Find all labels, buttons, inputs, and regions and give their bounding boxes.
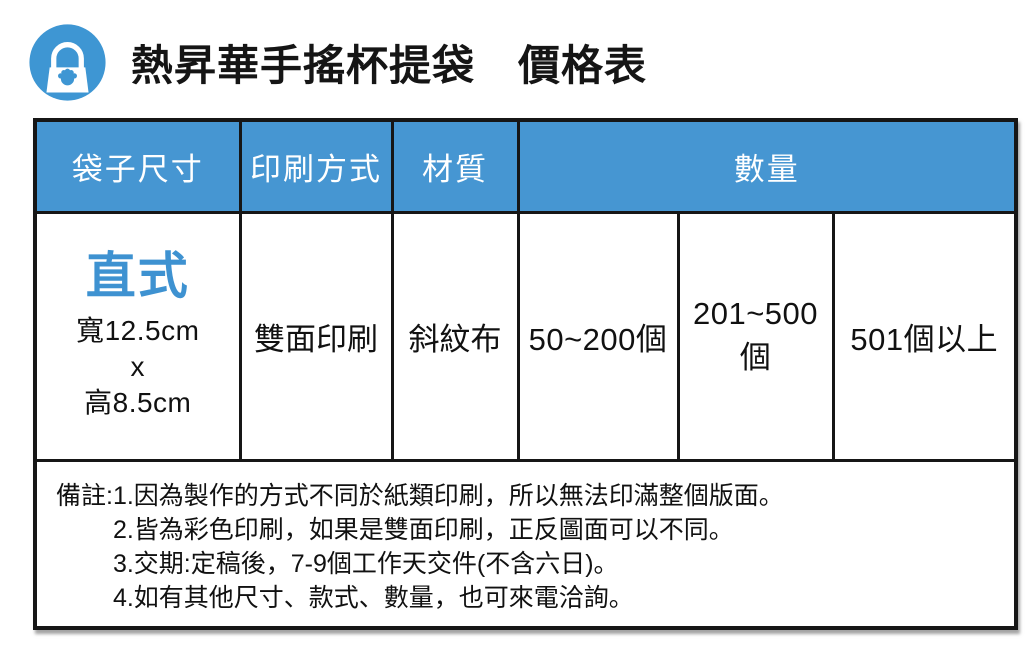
cell-print-method: 雙面印刷 [238,210,394,462]
header-cell-material: 材質 [390,118,520,214]
bag-height: 高8.5cm [84,387,192,419]
table-header-row: 袋子尺寸 印刷方式 材質 數量 [33,118,1018,214]
cup-carrier-bag-icon [29,24,106,101]
cell-material: 斜紋布 [390,210,520,462]
notes-items: 1.因為製作的方式不同於紙類印刷，所以無法印滿整個版面。 2.皆為彩色印刷，如果… [113,479,784,615]
header-cell-print-method: 印刷方式 [238,118,394,214]
note-item-3: 3.交期:定稿後，7-9個工作天交件(不含六日)。 [112,549,619,578]
cell-qty-tier-3: 501個以上 [831,210,1018,462]
bag-width: 寬12.5cm [76,314,200,346]
note-item-1: 1.因為製作的方式不同於紙類印刷，所以無法印滿整個版面。 [112,481,784,510]
page-title: 熱昇華手搖杯提袋 價格表 [131,42,648,89]
cell-notes: 備註: 1.因為製作的方式不同於紙類印刷，所以無法印滿整個版面。 2.皆為彩色印… [33,458,1018,630]
note-item-2: 2.皆為彩色印刷，如果是雙面印刷，正反圖面可以不同。 [112,515,734,544]
price-table: 袋子尺寸 印刷方式 材質 數量 直式 寬12.5cm x 高8.5cm 雙面印刷… [33,118,1019,630]
cell-qty-tier-2: 201~500個 [676,210,835,462]
cell-bag-size: 直式 寬12.5cm x 高8.5cm [33,210,242,462]
table-data-row: 直式 寬12.5cm x 高8.5cm 雙面印刷 斜紋布 50~200個 201… [33,210,1018,462]
bag-style-name: 直式 [85,248,190,305]
dimension-separator: x [130,351,145,383]
header-cell-bag-size: 袋子尺寸 [33,118,242,214]
cell-qty-tier-1: 50~200個 [516,210,680,462]
notes-block: 備註: 1.因為製作的方式不同於紙類印刷，所以無法印滿整個版面。 2.皆為彩色印… [37,462,1014,615]
header-cell-quantity: 數量 [516,118,1018,214]
note-item-4: 4.如有其他尺寸、款式、數量，也可來電洽詢。 [112,583,634,612]
title-row: 熱昇華手搖杯提袋 價格表 [27,22,647,103]
notes-label: 備註: [56,481,113,510]
table-notes-row: 備註: 1.因為製作的方式不同於紙類印刷，所以無法印滿整個版面。 2.皆為彩色印… [33,458,1018,630]
